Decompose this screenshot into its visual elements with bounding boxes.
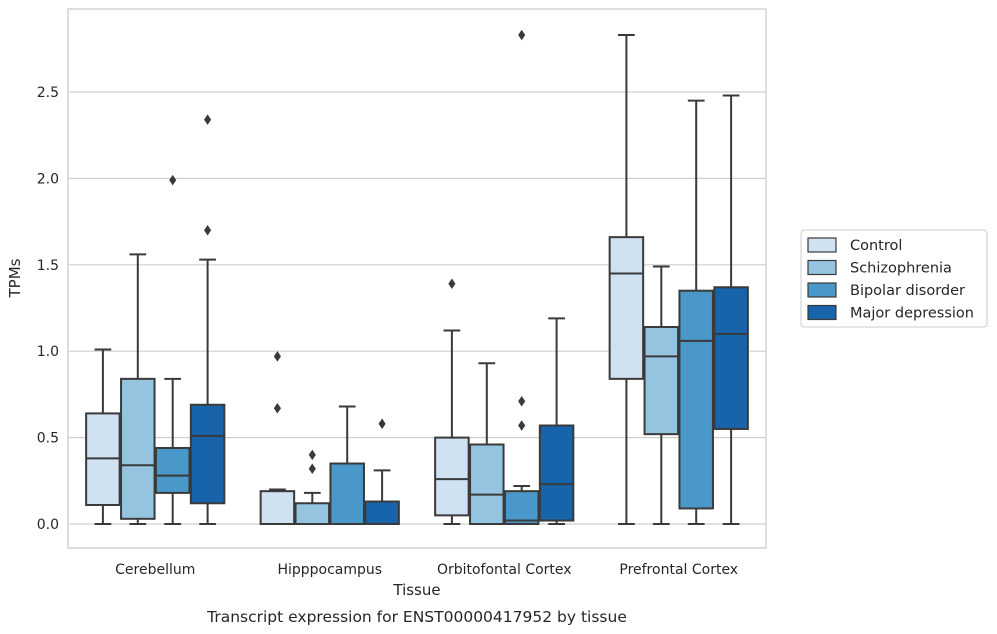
box-bipolar-disorder: [503, 29, 540, 525]
legend-label: Bipolar disorder: [850, 283, 965, 299]
legend-items: Control Schizophrenia Bipolar disorder Majo…: [807, 237, 974, 322]
outlier-point: [308, 449, 316, 461]
box-control: [85, 348, 121, 525]
box-iqr: [294, 502, 331, 526]
x-tick-label: Hipppocampus: [277, 562, 382, 578]
box-control: [259, 351, 296, 525]
x-tick-label: Cerebellum: [115, 562, 195, 578]
grid-lines: [68, 91, 766, 525]
box-major-depression: [189, 114, 226, 525]
box-schizophrenia: [294, 449, 331, 526]
box-major-depression: [364, 418, 400, 526]
box-schizophrenia: [120, 253, 156, 525]
box-major-depression: [538, 317, 575, 525]
y-tick-label: 1.5: [37, 258, 59, 274]
legend-swatch: [807, 259, 837, 276]
y-tick-labels: 0.0 0.5 1.0 1.5 2.0 2.5: [37, 85, 59, 533]
outlier-point: [448, 278, 456, 290]
legend-swatch: [807, 304, 837, 321]
outlier-point: [204, 224, 212, 236]
box-iqr: [189, 403, 226, 505]
plot-frame: [67, 8, 767, 549]
box-iqr: [120, 377, 156, 520]
outlier-point: [169, 174, 177, 186]
outlier-point: [204, 114, 212, 125]
box-control: [608, 33, 645, 525]
box-bipolar-disorder: [329, 405, 365, 525]
box-iqr: [503, 490, 540, 525]
box-schizophrenia: [469, 362, 505, 525]
x-tick-label: Orbitofontal Cortex: [437, 562, 572, 578]
box-iqr: [608, 236, 645, 380]
box-groups: [85, 29, 749, 526]
box-iqr: [643, 326, 680, 436]
x-tick-label: Prefrontal Cortex: [619, 562, 738, 578]
x-axis-label: Tissue: [392, 581, 440, 599]
box-bipolar-disorder: [678, 99, 714, 525]
box-iqr: [538, 424, 575, 522]
x-tick-labels: Cerebellum Hipppocampus Orbitofontal Corte…: [115, 562, 738, 578]
box-iqr: [469, 443, 505, 525]
box-iqr: [364, 500, 400, 526]
legend: Control Schizophrenia Bipolar disorder Majo…: [800, 229, 988, 328]
legend-label: Schizophrenia: [850, 261, 952, 277]
outlier-point: [518, 396, 526, 407]
box-iqr: [154, 446, 191, 494]
legend-swatch: [807, 282, 837, 298]
outlier-point: [518, 29, 526, 41]
box-major-depression: [713, 94, 749, 525]
y-tick-label: 2.5: [37, 85, 59, 101]
box-iqr: [259, 490, 296, 525]
box-iqr: [329, 462, 365, 525]
legend-label: Major depression: [850, 306, 974, 322]
outlier-point: [308, 463, 316, 474]
box-bipolar-disorder: [154, 174, 191, 525]
box-control: [434, 278, 470, 525]
box-iqr: [434, 436, 470, 517]
box-schizophrenia: [643, 265, 680, 525]
outlier-point: [378, 418, 386, 430]
y-tick-label: 2.0: [37, 171, 59, 187]
box-iqr: [678, 289, 714, 510]
outlier-point: [273, 402, 281, 414]
box-iqr: [713, 286, 749, 430]
y-tick-label: 0.5: [37, 431, 59, 447]
outlier-point: [273, 351, 281, 362]
y-axis-label: TPMs: [6, 258, 24, 298]
legend-swatch: [807, 237, 837, 253]
legend-label: Control: [850, 238, 902, 254]
outlier-point: [518, 420, 526, 431]
legend-frame: [800, 229, 988, 328]
y-tick-label: 1.0: [37, 344, 59, 360]
chart-caption: Transcript expression for ENST0000041795…: [206, 608, 627, 626]
y-tick-label: 0.0: [37, 517, 59, 533]
